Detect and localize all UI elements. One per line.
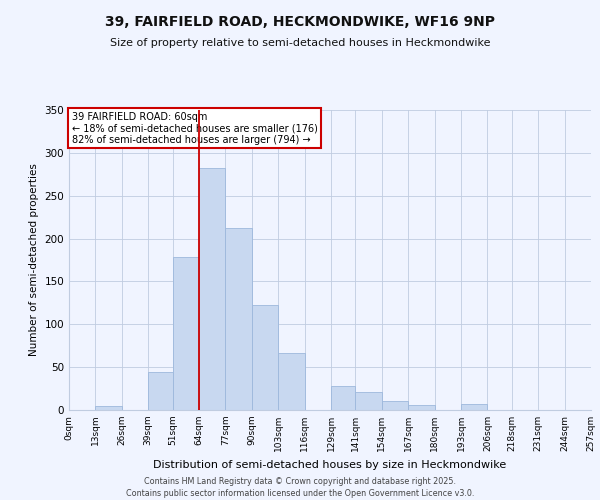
Text: 39 FAIRFIELD ROAD: 60sqm
← 18% of semi-detached houses are smaller (176)
82% of : 39 FAIRFIELD ROAD: 60sqm ← 18% of semi-d… [71,112,317,144]
Text: Size of property relative to semi-detached houses in Heckmondwike: Size of property relative to semi-detach… [110,38,490,48]
Bar [408,405,434,410]
Bar [382,400,408,410]
Text: Contains HM Land Registry data © Crown copyright and database right 2025.
Contai: Contains HM Land Registry data © Crown c… [126,476,474,498]
Text: 39, FAIRFIELD ROAD, HECKMONDWIKE, WF16 9NP: 39, FAIRFIELD ROAD, HECKMONDWIKE, WF16 9… [105,15,495,29]
Bar [278,354,305,410]
X-axis label: Distribution of semi-detached houses by size in Heckmondwike: Distribution of semi-detached houses by … [154,460,506,469]
Y-axis label: Number of semi-detached properties: Number of semi-detached properties [29,164,39,356]
Bar [355,392,382,410]
Bar [226,228,252,410]
Bar [331,386,355,410]
Bar [173,258,199,410]
Bar [252,306,278,410]
Bar [199,168,226,410]
Bar [461,404,487,410]
Bar [148,372,173,410]
Bar [95,406,122,410]
